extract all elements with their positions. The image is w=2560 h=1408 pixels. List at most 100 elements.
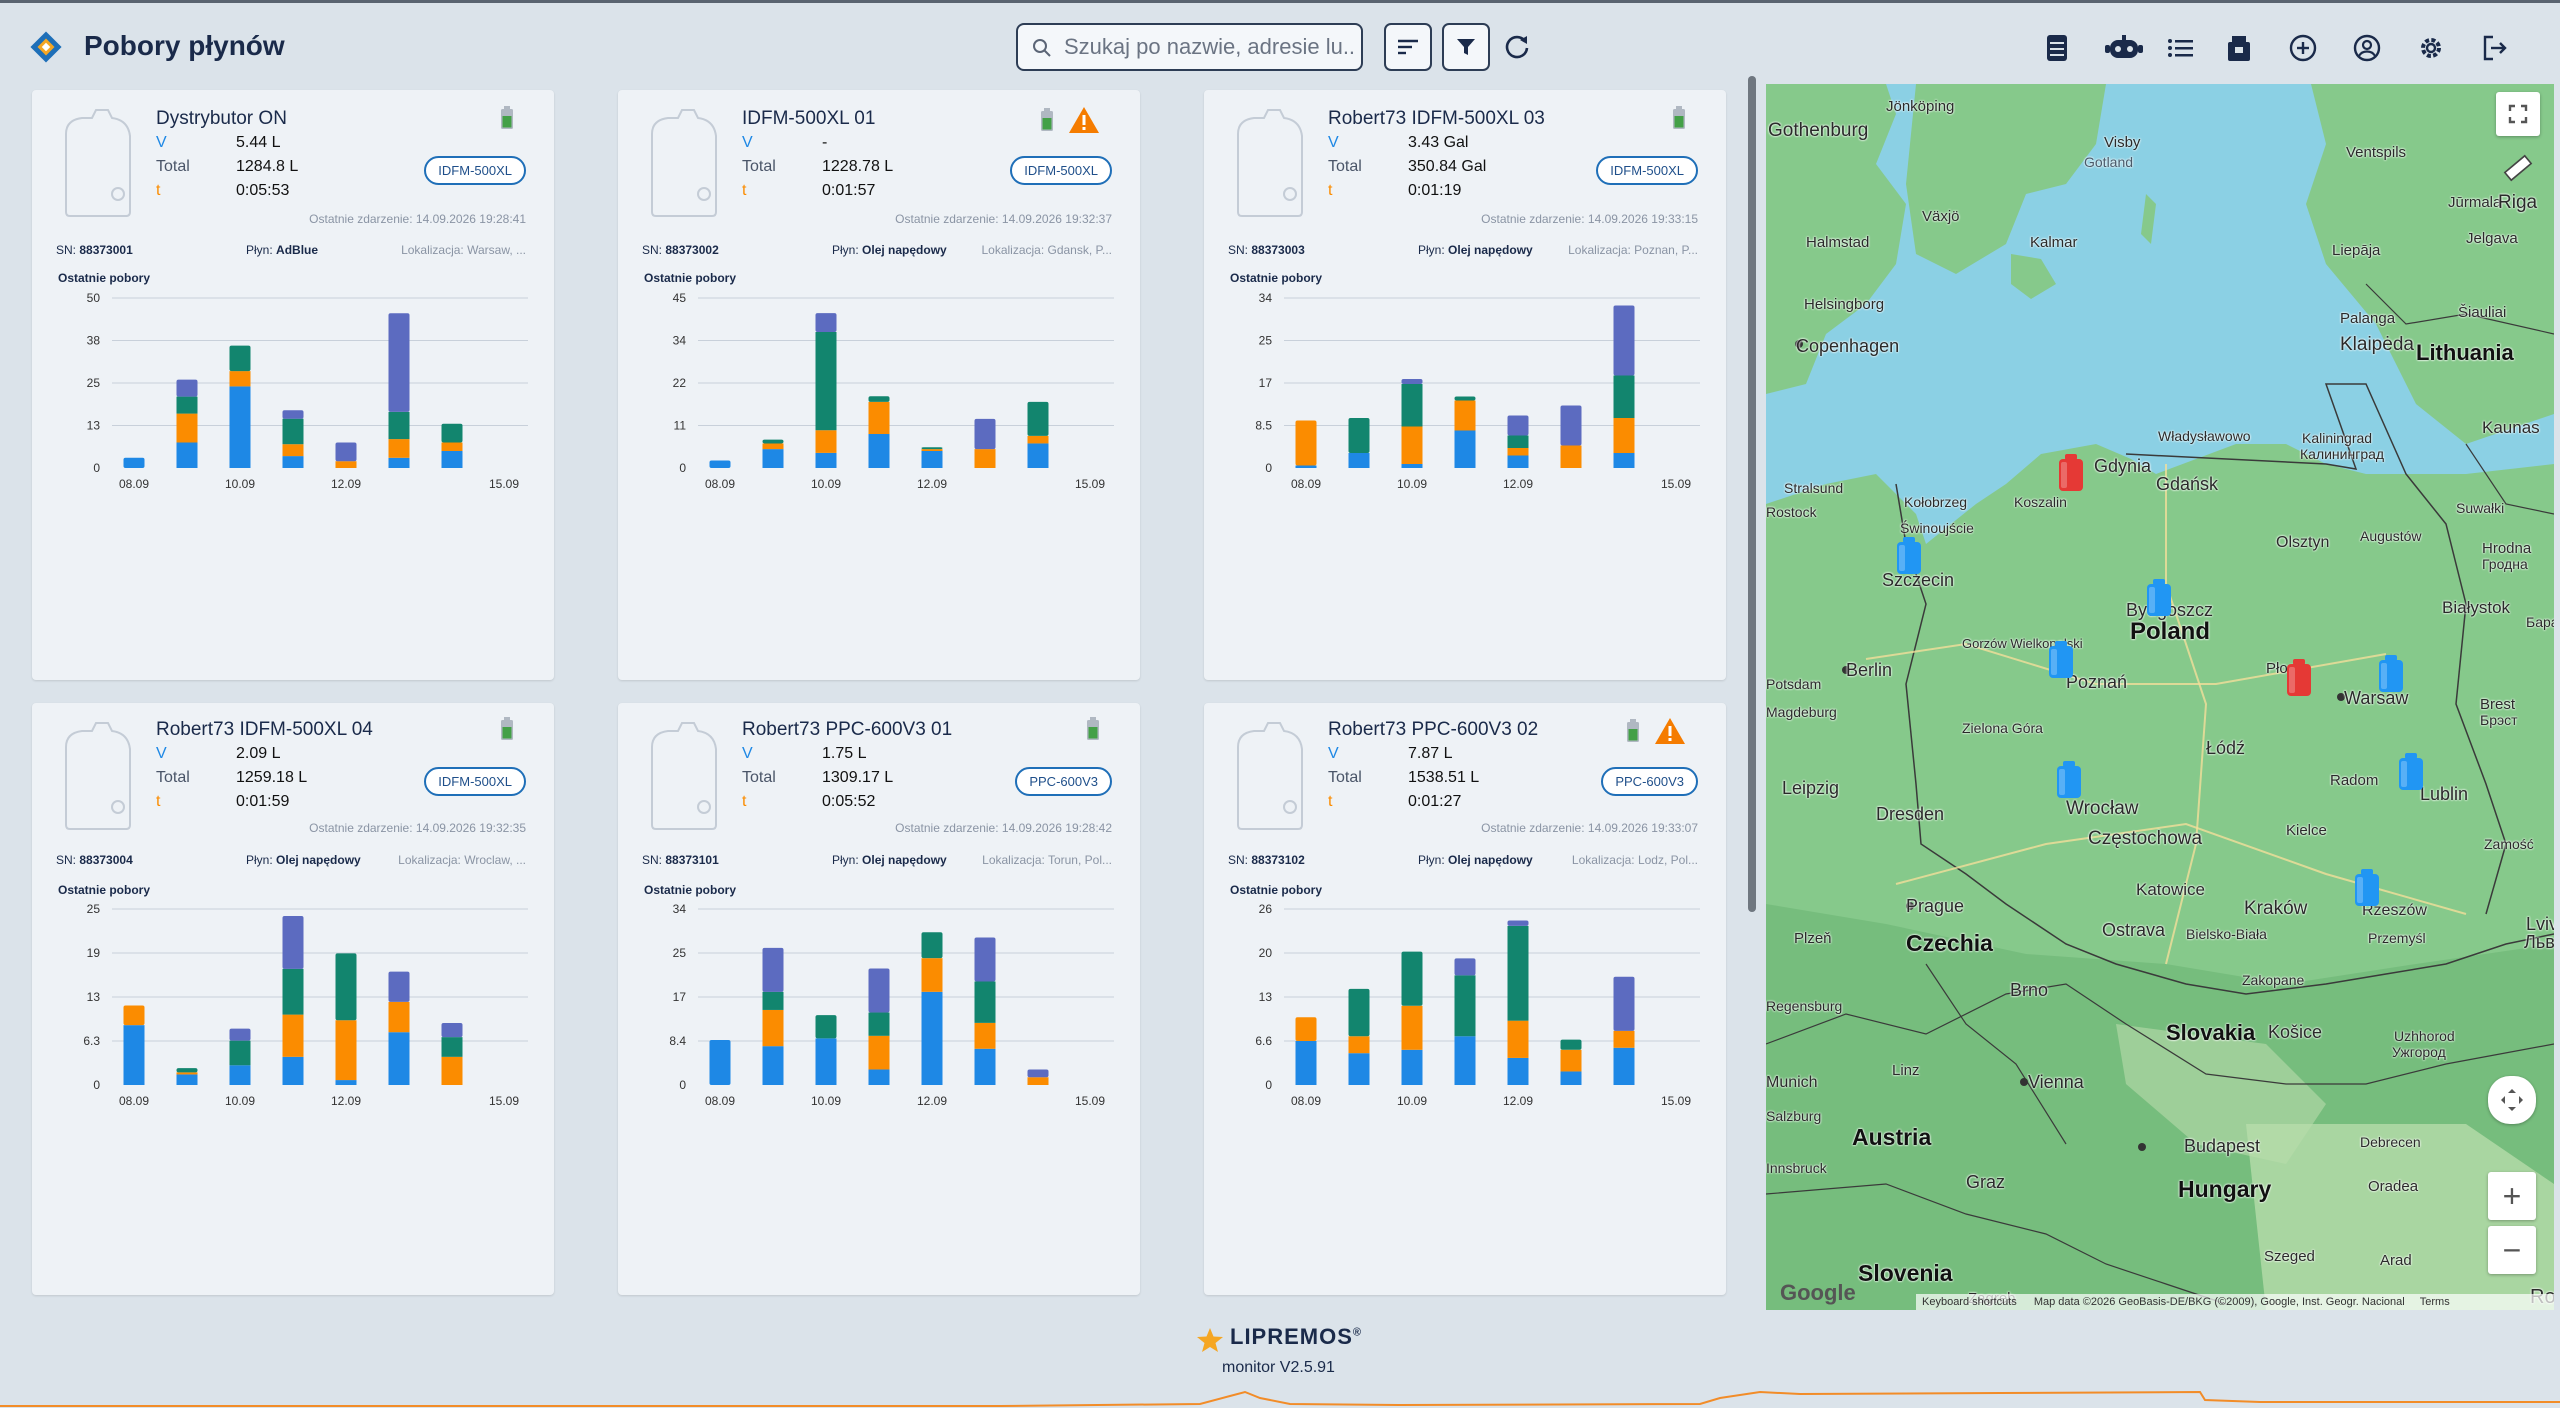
account-button[interactable] bbox=[2350, 31, 2384, 65]
add-button[interactable] bbox=[2286, 31, 2320, 65]
logout-button[interactable] bbox=[2478, 31, 2512, 65]
bar-segment-green[interactable] bbox=[868, 1012, 890, 1036]
bar-segment-orange[interactable] bbox=[229, 371, 251, 387]
device-marker[interactable] bbox=[2396, 752, 2426, 792]
bar-segment-purple[interactable] bbox=[229, 1028, 251, 1041]
bar-segment-blue[interactable] bbox=[1454, 1036, 1476, 1085]
bar-segment-orange[interactable] bbox=[282, 1014, 304, 1057]
dispenser-button[interactable] bbox=[2222, 31, 2256, 65]
device-name[interactable]: Robert73 PPC-600V3 01 bbox=[742, 719, 953, 740]
model-badge[interactable]: PPC-600V3 bbox=[1015, 767, 1112, 796]
bar-segment-green[interactable] bbox=[229, 1040, 251, 1066]
model-badge[interactable]: IDFM-500XL bbox=[1010, 156, 1112, 185]
bar-segment-orange[interactable] bbox=[921, 449, 943, 451]
bar-segment-blue[interactable] bbox=[868, 1069, 890, 1085]
model-badge[interactable]: IDFM-500XL bbox=[424, 767, 526, 796]
bar-segment-green[interactable] bbox=[441, 423, 463, 443]
bar-segment-blue[interactable] bbox=[868, 434, 890, 468]
bar-segment-purple[interactable] bbox=[282, 410, 304, 419]
bar-segment-purple[interactable] bbox=[335, 442, 357, 462]
bar-segment-green[interactable] bbox=[762, 991, 784, 1010]
bar-segment-orange[interactable] bbox=[176, 1072, 198, 1075]
bar-segment-orange[interactable] bbox=[335, 1020, 357, 1081]
bar-segment-green[interactable] bbox=[1348, 988, 1370, 1037]
bar-segment-blue[interactable] bbox=[229, 1065, 251, 1085]
device-name[interactable]: Robert73 PPC-600V3 02 bbox=[1328, 719, 1539, 740]
bar-segment-orange[interactable] bbox=[1454, 400, 1476, 431]
bar-segment-orange[interactable] bbox=[388, 439, 410, 458]
device-name[interactable]: IDFM-500XL 01 bbox=[742, 108, 876, 129]
list-button[interactable] bbox=[2164, 31, 2198, 65]
bar-segment-green[interactable] bbox=[1401, 384, 1423, 427]
bar-segment-green[interactable] bbox=[1613, 375, 1635, 419]
bar-segment-green[interactable] bbox=[1401, 951, 1423, 1006]
bar-segment-orange[interactable] bbox=[974, 449, 996, 468]
bar-segment-green[interactable] bbox=[441, 1037, 463, 1057]
bar-segment-green[interactable] bbox=[1560, 1039, 1582, 1050]
bar-segment-green[interactable] bbox=[815, 1015, 837, 1039]
bar-segment-green[interactable] bbox=[921, 932, 943, 959]
bar-segment-blue[interactable] bbox=[815, 1038, 837, 1085]
bar-segment-purple[interactable] bbox=[1613, 305, 1635, 376]
bar-segment-blue[interactable] bbox=[388, 457, 410, 468]
bar-segment-purple[interactable] bbox=[1507, 920, 1529, 926]
bar-segment-blue[interactable] bbox=[441, 451, 463, 468]
bar-segment-green[interactable] bbox=[1454, 975, 1476, 1037]
device-card[interactable]: Robert73 IDFM-500XL 03 V 3.43 Gal Total 350.… bbox=[1204, 90, 1726, 680]
bar-segment-blue[interactable] bbox=[762, 449, 784, 468]
bar-segment-purple[interactable] bbox=[388, 971, 410, 1002]
bar-segment-blue[interactable] bbox=[1613, 453, 1635, 468]
bar-segment-orange[interactable] bbox=[1027, 435, 1049, 444]
device-marker[interactable] bbox=[2144, 578, 2174, 618]
bar-segment-blue[interactable] bbox=[1401, 1049, 1423, 1085]
bar-segment-purple[interactable] bbox=[974, 937, 996, 982]
terms-link[interactable]: Terms bbox=[2419, 1296, 2450, 1308]
bar-segment-purple[interactable] bbox=[441, 1023, 463, 1038]
bar-segment-blue[interactable] bbox=[921, 991, 943, 1085]
bar-segment-orange[interactable] bbox=[441, 442, 463, 452]
search-input[interactable] bbox=[1064, 33, 1354, 61]
device-marker[interactable] bbox=[2046, 640, 2076, 680]
bar-segment-orange[interactable] bbox=[1295, 420, 1317, 466]
bar-segment-purple[interactable] bbox=[1027, 1069, 1049, 1078]
settings-button[interactable] bbox=[2414, 31, 2448, 65]
bar-segment-blue[interactable] bbox=[1507, 1057, 1529, 1085]
filter-button[interactable] bbox=[1442, 23, 1490, 71]
bar-segment-orange[interactable] bbox=[815, 430, 837, 453]
bar-segment-orange[interactable] bbox=[868, 401, 890, 434]
bar-segment-purple[interactable] bbox=[388, 313, 410, 412]
bar-segment-blue[interactable] bbox=[815, 452, 837, 468]
device-card[interactable]: IDFM-500XL 01 V - Total 1228.78 L t 0:01:57 IDF… bbox=[618, 90, 1140, 680]
device-marker-alert[interactable] bbox=[2056, 453, 2086, 493]
bar-segment-orange[interactable] bbox=[1613, 1030, 1635, 1048]
bar-segment-blue[interactable] bbox=[282, 1056, 304, 1085]
bar-segment-blue[interactable] bbox=[709, 460, 731, 468]
bar-segment-green[interactable] bbox=[762, 439, 784, 444]
bar-segment-purple[interactable] bbox=[176, 379, 198, 397]
bar-segment-orange[interactable] bbox=[282, 444, 304, 457]
bar-segment-orange[interactable] bbox=[868, 1035, 890, 1070]
bar-segment-green[interactable] bbox=[1348, 418, 1370, 453]
sort-button[interactable] bbox=[1384, 23, 1432, 71]
device-marker[interactable] bbox=[2352, 868, 2382, 908]
bar-segment-blue[interactable] bbox=[1295, 1041, 1317, 1085]
device-card[interactable]: Robert73 PPC-600V3 02 V 7.87 L Total 1538.51… bbox=[1204, 703, 1726, 1295]
bar-segment-blue[interactable] bbox=[1560, 1071, 1582, 1085]
bar-segment-green[interactable] bbox=[1507, 435, 1529, 449]
bar-segment-green[interactable] bbox=[815, 332, 837, 431]
bar-segment-purple[interactable] bbox=[1613, 976, 1635, 1031]
bar-segment-green[interactable] bbox=[335, 953, 357, 1021]
ruler-button[interactable] bbox=[2496, 146, 2540, 190]
bar-segment-blue[interactable] bbox=[123, 1025, 145, 1085]
refresh-button[interactable] bbox=[1500, 30, 1534, 64]
model-badge[interactable]: PPC-600V3 bbox=[1601, 767, 1698, 796]
zoom-in-button[interactable]: + bbox=[2488, 1172, 2536, 1220]
bar-segment-green[interactable] bbox=[176, 1068, 198, 1073]
bar-segment-orange[interactable] bbox=[1560, 1049, 1582, 1072]
bar-segment-blue[interactable] bbox=[388, 1032, 410, 1085]
bar-segment-orange[interactable] bbox=[1507, 448, 1529, 456]
bar-segment-purple[interactable] bbox=[1401, 379, 1423, 384]
bar-segment-green[interactable] bbox=[1027, 401, 1049, 436]
bar-segment-green[interactable] bbox=[868, 396, 890, 402]
bar-segment-blue[interactable] bbox=[1507, 455, 1529, 469]
